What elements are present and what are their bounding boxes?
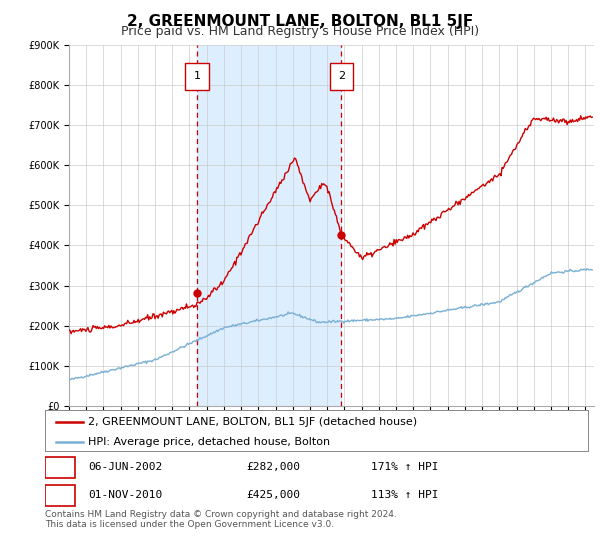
Text: Contains HM Land Registry data © Crown copyright and database right 2024.
This d: Contains HM Land Registry data © Crown c… xyxy=(45,510,397,529)
Text: 2, GREENMOUNT LANE, BOLTON, BL1 5JF (detached house): 2, GREENMOUNT LANE, BOLTON, BL1 5JF (det… xyxy=(88,417,418,427)
Text: 1: 1 xyxy=(194,72,200,81)
Text: 113% ↑ HPI: 113% ↑ HPI xyxy=(371,490,438,500)
Text: £425,000: £425,000 xyxy=(246,490,300,500)
Text: 01-NOV-2010: 01-NOV-2010 xyxy=(88,490,163,500)
FancyBboxPatch shape xyxy=(45,485,75,506)
Text: HPI: Average price, detached house, Bolton: HPI: Average price, detached house, Bolt… xyxy=(88,437,331,447)
FancyBboxPatch shape xyxy=(185,63,209,90)
Text: 06-JUN-2002: 06-JUN-2002 xyxy=(88,462,163,472)
Text: 2: 2 xyxy=(56,490,64,500)
Text: 2, GREENMOUNT LANE, BOLTON, BL1 5JF: 2, GREENMOUNT LANE, BOLTON, BL1 5JF xyxy=(127,14,473,29)
Text: 2: 2 xyxy=(338,72,345,81)
FancyBboxPatch shape xyxy=(329,63,353,90)
FancyBboxPatch shape xyxy=(45,457,75,478)
Text: £282,000: £282,000 xyxy=(246,462,300,472)
Text: Price paid vs. HM Land Registry's House Price Index (HPI): Price paid vs. HM Land Registry's House … xyxy=(121,25,479,38)
Bar xyxy=(197,45,341,406)
Text: 171% ↑ HPI: 171% ↑ HPI xyxy=(371,462,438,472)
Text: 1: 1 xyxy=(56,462,64,472)
